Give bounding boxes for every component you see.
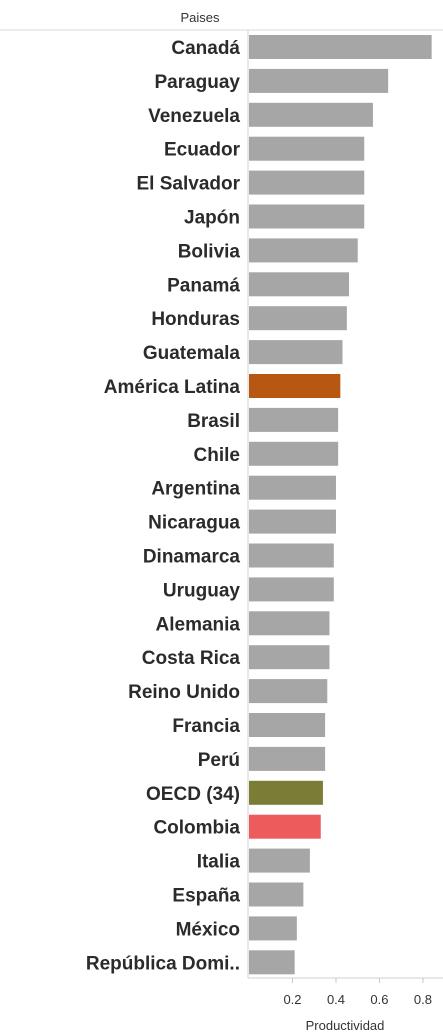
bar: [249, 679, 328, 704]
category-label: El Salvador: [137, 174, 241, 195]
bar: [249, 204, 365, 229]
x-axis-ticks: 0.2 0.4 0.6 0.8: [283, 978, 432, 1007]
category-label: Chile: [194, 445, 240, 466]
category-label: Japón: [184, 208, 240, 229]
x-axis-title: Productividad: [306, 1018, 385, 1033]
category-label: Costa Rica: [142, 648, 241, 669]
category-label: República Domi..: [86, 953, 240, 974]
bar: [249, 814, 321, 839]
bar: [249, 272, 350, 297]
bar: [249, 170, 365, 195]
tick-label: 0.6: [370, 992, 388, 1007]
category-label: Alemania: [156, 614, 241, 635]
tick-label: 0.4: [327, 992, 345, 1007]
category-label: Ecuador: [164, 140, 241, 161]
category-label: América Latina: [104, 377, 241, 398]
category-label: Francia: [172, 716, 240, 737]
bar: [249, 68, 389, 93]
category-label: Guatemala: [143, 343, 241, 364]
category-label: Honduras: [151, 309, 240, 330]
category-label: México: [176, 919, 240, 940]
bar: [249, 136, 365, 161]
bar: [249, 713, 326, 737]
bar: [249, 475, 336, 500]
bar: [249, 102, 373, 127]
category-label: Panamá: [167, 275, 240, 296]
tick-label: 0.2: [283, 992, 301, 1007]
category-label: Colombia: [153, 818, 240, 839]
bar: [249, 306, 347, 331]
bar: [249, 916, 297, 941]
category-label: OECD (34): [146, 784, 240, 805]
category-label: Canadá: [171, 38, 240, 59]
tick-label: 0.8: [414, 992, 432, 1007]
category-label: Venezuela: [148, 106, 240, 127]
category-label: Paraguay: [154, 72, 240, 93]
bar: [249, 848, 310, 873]
bar: [249, 577, 334, 602]
bar: [249, 238, 358, 263]
category-label: Brasil: [187, 411, 240, 432]
category-label: España: [172, 886, 240, 907]
bar-rows: Canadá Paraguay Venezuela Ecuador El Salvado…: [86, 35, 432, 975]
bar: [249, 543, 334, 568]
bar: [249, 35, 432, 59]
bar: [249, 746, 326, 771]
bar: [249, 950, 295, 975]
bar: [249, 340, 343, 365]
category-header: Paises: [180, 10, 220, 25]
category-label: Perú: [198, 750, 240, 771]
category-label: Nicaragua: [148, 513, 240, 534]
bar: [249, 882, 304, 907]
bar: [249, 645, 330, 670]
category-label: Italia: [197, 852, 241, 873]
category-label: Argentina: [151, 479, 240, 500]
category-label: Bolivia: [178, 241, 241, 262]
bar: [249, 374, 341, 398]
bar: [249, 407, 339, 432]
bar: [249, 509, 336, 534]
category-label: Reino Unido: [128, 682, 240, 703]
category-label: Dinamarca: [143, 547, 241, 568]
bar: [249, 441, 339, 466]
bar: [249, 611, 330, 636]
category-label: Uruguay: [163, 580, 241, 601]
bar: [249, 780, 323, 805]
